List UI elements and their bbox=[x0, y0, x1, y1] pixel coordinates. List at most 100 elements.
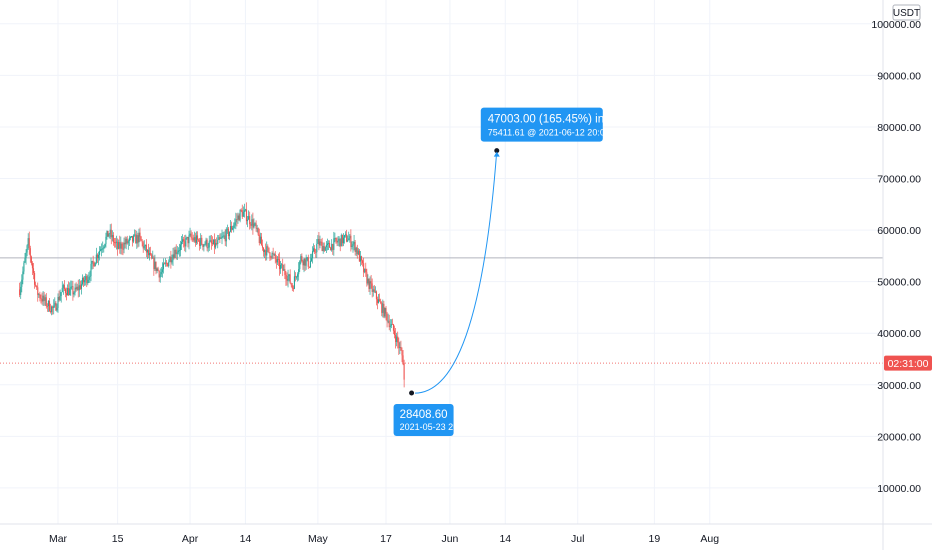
candle-body bbox=[287, 275, 289, 281]
candle-body bbox=[348, 238, 350, 241]
candle-body bbox=[93, 262, 95, 267]
candle bbox=[273, 252, 275, 257]
candle bbox=[208, 235, 210, 252]
y-tick-label: 70000.00 bbox=[877, 174, 921, 186]
candle bbox=[229, 219, 232, 233]
candle-body bbox=[219, 237, 221, 239]
y-axis-ticks: 10000.00 20000.00 30000.00 40000.00 50000.00… bbox=[871, 19, 921, 495]
candle bbox=[174, 246, 176, 259]
candle bbox=[223, 231, 225, 240]
candle bbox=[162, 258, 164, 274]
candle bbox=[244, 208, 246, 212]
candle-body bbox=[62, 285, 64, 288]
candle bbox=[92, 255, 94, 269]
candle-body bbox=[100, 249, 102, 251]
candle bbox=[130, 236, 133, 238]
candle bbox=[264, 249, 266, 259]
candle bbox=[194, 232, 196, 247]
candle-body bbox=[240, 209, 242, 211]
candle bbox=[257, 227, 259, 236]
arrow-head bbox=[493, 151, 500, 157]
candle-body bbox=[286, 279, 288, 281]
x-tick-label: 15 bbox=[112, 533, 124, 545]
candle bbox=[343, 234, 346, 244]
candle bbox=[78, 279, 80, 297]
candle bbox=[383, 300, 385, 319]
candle bbox=[275, 255, 277, 269]
candle bbox=[245, 202, 248, 225]
candle bbox=[400, 340, 402, 351]
candle-body bbox=[136, 235, 138, 244]
candle bbox=[358, 248, 360, 262]
candle-body bbox=[339, 238, 341, 247]
candle bbox=[182, 234, 184, 244]
candle bbox=[357, 248, 359, 256]
y-tick-label: 10000.00 bbox=[877, 483, 921, 495]
candle-body bbox=[30, 256, 32, 264]
candle bbox=[214, 233, 216, 255]
candle-body bbox=[350, 235, 352, 247]
candle-body bbox=[96, 254, 98, 259]
candle bbox=[171, 254, 173, 265]
candle-body bbox=[182, 239, 184, 242]
candle bbox=[127, 239, 129, 250]
candle-body bbox=[214, 239, 216, 248]
candle-body bbox=[168, 261, 170, 267]
candle bbox=[154, 254, 156, 272]
candle-body bbox=[341, 234, 343, 244]
candle bbox=[98, 246, 101, 261]
candle-body bbox=[358, 250, 360, 262]
candle bbox=[39, 291, 41, 302]
candle bbox=[315, 249, 317, 258]
candle bbox=[336, 237, 338, 247]
candle bbox=[401, 347, 403, 363]
candle bbox=[254, 222, 256, 227]
candle bbox=[293, 270, 295, 290]
candle bbox=[296, 275, 298, 280]
candle bbox=[276, 256, 278, 265]
y-tick-label: 20000.00 bbox=[877, 431, 921, 443]
candle-body bbox=[231, 226, 233, 230]
candle bbox=[375, 290, 377, 306]
candle-body bbox=[194, 237, 196, 243]
candle-body bbox=[220, 237, 222, 239]
candle-body bbox=[135, 234, 137, 244]
candle-body bbox=[320, 241, 322, 243]
currency-label: USDT bbox=[893, 8, 920, 19]
candle bbox=[80, 280, 82, 295]
candle-body bbox=[267, 246, 269, 248]
candle-body bbox=[173, 254, 175, 258]
candle bbox=[333, 231, 335, 256]
candle-body bbox=[215, 243, 217, 248]
candle-body bbox=[249, 216, 251, 225]
candle bbox=[256, 224, 258, 233]
candle bbox=[111, 230, 113, 242]
candle bbox=[69, 282, 71, 296]
candle bbox=[325, 241, 327, 253]
candle-body bbox=[277, 258, 280, 260]
candle bbox=[269, 251, 271, 262]
candle bbox=[95, 247, 97, 265]
candle-body bbox=[400, 346, 402, 351]
candle-body bbox=[383, 303, 385, 317]
candle-body bbox=[359, 256, 362, 262]
candle bbox=[268, 247, 270, 254]
candle-body bbox=[397, 336, 399, 343]
candle bbox=[286, 272, 288, 286]
candle-body bbox=[53, 305, 55, 308]
candle-body bbox=[145, 244, 147, 253]
candle bbox=[341, 234, 343, 247]
candle bbox=[29, 245, 31, 263]
candle bbox=[165, 258, 167, 267]
candle bbox=[44, 294, 46, 306]
candle bbox=[63, 280, 65, 291]
candle bbox=[159, 268, 161, 283]
candle bbox=[402, 350, 404, 366]
candle bbox=[378, 293, 380, 304]
candle bbox=[149, 247, 151, 261]
candle bbox=[192, 234, 194, 243]
candle bbox=[175, 244, 177, 260]
candle bbox=[207, 243, 209, 253]
currency-box[interactable] bbox=[892, 4, 921, 21]
